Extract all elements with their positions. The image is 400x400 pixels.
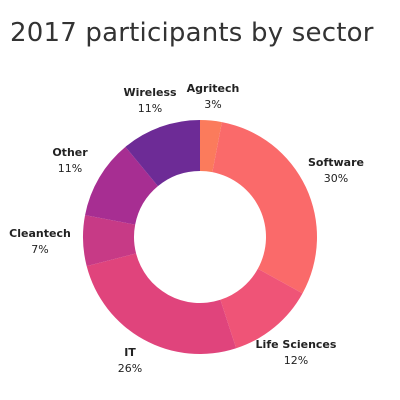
slice-value-life-sciences: 12%: [284, 354, 308, 367]
slice-label-it: IT: [124, 346, 136, 359]
slice-value-it: 26%: [118, 362, 142, 375]
slice-wireless: [125, 119, 200, 187]
slice-other: [85, 146, 158, 225]
slice-label-cleantech: Cleantech: [9, 227, 71, 240]
slice-label-wireless: Wireless: [123, 86, 177, 99]
chart-title: 2017 participants by sector: [10, 18, 374, 48]
slice-value-cleantech: 7%: [31, 243, 48, 256]
slice-cleantech: [83, 215, 137, 267]
slices-group: [83, 119, 317, 355]
slice-agritech: [200, 120, 222, 173]
slice-label-other: Other: [52, 146, 88, 159]
slice-value-wireless: 11%: [138, 102, 162, 115]
slice-it: [86, 253, 237, 355]
slice-value-other: 11%: [58, 162, 82, 175]
slice-label-life-sciences: Life Sciences: [256, 338, 337, 351]
slice-value-agritech: 3%: [204, 98, 221, 111]
slice-software: [212, 122, 317, 294]
slice-life-sciences: [220, 268, 303, 349]
labels-group: Agritech 3% Software 30% Life Sciences 12% IT 2…: [9, 82, 364, 375]
slice-label-software: Software: [308, 156, 364, 169]
slice-value-software: 30%: [324, 172, 348, 185]
slice-label-agritech: Agritech: [187, 82, 240, 95]
